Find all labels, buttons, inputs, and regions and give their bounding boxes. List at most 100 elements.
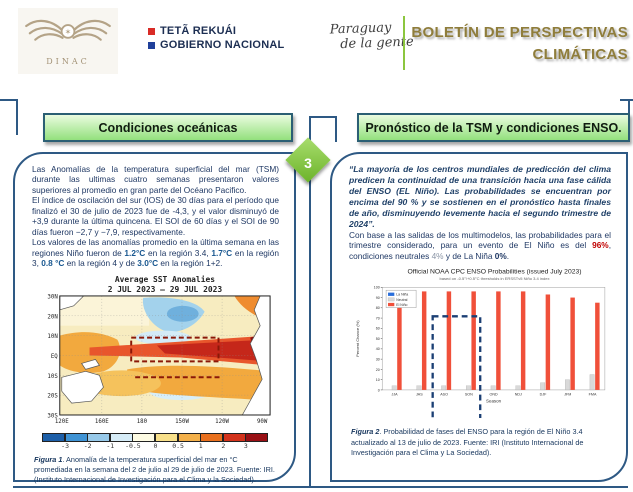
- tsm-paragraph: Las Anomalías de la temperatura superfic…: [32, 164, 279, 195]
- center-bracket-h: [309, 116, 337, 118]
- svg-text:10: 10: [376, 378, 380, 382]
- bottom-line: [13, 486, 628, 488]
- colorbar-tick: 1: [198, 441, 203, 450]
- lanina-probability: 0%: [494, 250, 507, 261]
- p3-text-d: en la región 4 y de: [64, 258, 138, 269]
- svg-text:160E: 160E: [95, 418, 109, 424]
- svg-text:80: 80: [376, 307, 380, 311]
- blue-square-icon: [148, 41, 155, 49]
- nino-regions-paragraph: Los valores de las anomalías promedio en…: [32, 237, 279, 268]
- colorbar-segment: [42, 432, 66, 442]
- corner-bracket-left: [0, 99, 18, 101]
- svg-text:0: 0: [378, 389, 380, 393]
- svg-text:EQ: EQ: [51, 353, 58, 359]
- nino-region-dashed-box: [130, 336, 220, 362]
- page-title-line2: CLIMÁTICAS: [532, 45, 628, 63]
- p2-text-c: y de La Niña: [443, 250, 495, 261]
- colorbar-segment: [200, 432, 224, 442]
- corner-bracket-left-v: [16, 99, 18, 135]
- anomaly-value-nino34: 1.2°C: [124, 247, 146, 258]
- svg-text:180: 180: [137, 418, 148, 424]
- colorbar-segment: [64, 432, 88, 442]
- svg-text:ASO: ASO: [440, 393, 448, 397]
- svg-text:30N: 30N: [47, 294, 58, 300]
- paraguay-script-logo: Paraguay de la gente: [329, 20, 414, 54]
- p2-text-a: Con base a las salidas de los multimodel…: [349, 230, 611, 251]
- page-title: BOLETÍN DE PERSPECTIVAS CLIMÁTICAS: [410, 22, 628, 66]
- step-badge-number: 3: [304, 155, 312, 171]
- colorbar-segment: [109, 432, 133, 442]
- colorbar-tick: 0.5: [172, 441, 184, 450]
- svg-text:OND: OND: [489, 393, 497, 397]
- svg-text:10S: 10S: [47, 373, 58, 379]
- map-title: Average SST Anomalies: [115, 274, 215, 284]
- figure1-text: . Anomalía de la temperatura superficial…: [34, 454, 275, 484]
- svg-text:DJF: DJF: [540, 393, 547, 397]
- left-panel-header: Condiciones oceánicas: [43, 113, 293, 142]
- colorbar-tick: 2: [221, 441, 226, 450]
- figure2-text: . Probabilidad de fases del ENSO para la…: [351, 427, 584, 457]
- colorbar-segment: [245, 432, 269, 442]
- dinac-label: DINAC: [46, 57, 90, 66]
- dinac-logo: ✶ DINAC: [18, 8, 118, 74]
- colorbar-tick: -3: [61, 441, 70, 450]
- svg-text:40: 40: [376, 348, 380, 352]
- ios-paragraph: El índice de oscilación del sur (IOS) de…: [32, 195, 279, 237]
- svg-text:60: 60: [376, 327, 380, 331]
- colorbar-tick: -2: [83, 441, 92, 450]
- neutral-probability: 4%: [431, 250, 444, 261]
- colorbar-segment: [87, 432, 111, 442]
- enso-forecast-panel: “La mayoría de los centros mundiales de …: [330, 152, 628, 482]
- svg-text:20N: 20N: [47, 314, 58, 320]
- p3-text-a: Los valores de las anomalías promedio en…: [32, 237, 279, 258]
- svg-text:NDJ: NDJ: [515, 393, 522, 397]
- chart-subtitle: based on -0.5°/+0.5°C thresholds in ERSS…: [440, 276, 550, 281]
- figure1-label: Figura 1: [34, 454, 63, 464]
- pacific-map-graphic: [59, 294, 271, 416]
- svg-text:150W: 150W: [175, 418, 189, 424]
- svg-text:El Niño: El Niño: [396, 303, 407, 307]
- center-bracket-v2: [335, 116, 337, 142]
- red-square-icon: [148, 27, 155, 35]
- p3-text-b: en la región 3.4,: [145, 247, 212, 258]
- colorbar-segment: [222, 432, 246, 442]
- p2-text-b: , condiciones neutrales: [349, 240, 611, 261]
- colorbar-tick: 0: [153, 441, 158, 450]
- anomaly-value-nino4: 0.8 °C: [41, 258, 65, 269]
- svg-text:90W: 90W: [257, 418, 268, 424]
- colorbar-tick: -0.5: [125, 441, 141, 450]
- svg-text:JAS: JAS: [416, 393, 423, 397]
- svg-text:✶: ✶: [65, 28, 72, 37]
- svg-text:Neutral: Neutral: [396, 298, 407, 302]
- svg-text:20: 20: [376, 368, 380, 372]
- svg-text:JFM: JFM: [564, 393, 571, 397]
- colorbar-segment: [132, 432, 156, 442]
- figure1-caption: Figura 1. Anomalía de la temperatura sup…: [32, 455, 279, 486]
- anomaly-value-nino3: 1.7°C: [211, 247, 233, 258]
- anomaly-value-nino12: 3.0°C: [137, 258, 159, 269]
- colorbar-labels: -3 -2 -1 -0.5 0 0.5 1 2 3: [43, 442, 269, 451]
- chart-title: Official NOAA CPC ENSO Probabilities (is…: [408, 269, 582, 276]
- chart-plot-area: 0 10 20 30 40 50 60 70 80 90 100 JJA JAS ASO SON OND NDJ…: [355, 286, 606, 442]
- government-logo: TETÃ REKUÁI GOBIERNO NACIONAL: [148, 25, 284, 53]
- gov-line2: GOBIERNO NACIONAL: [160, 39, 285, 51]
- figure2-caption: Figura 2. Probabilidad de fases del ENSO…: [349, 427, 611, 458]
- gov-line1: TETÃ REKUÁI: [160, 25, 237, 37]
- colorbar-tick: -1: [106, 441, 115, 450]
- colorbar-segment: [177, 432, 201, 442]
- svg-text:JJA: JJA: [392, 393, 399, 397]
- svg-text:Percent Chance (%): Percent Chance (%): [355, 320, 360, 357]
- svg-text:Season: Season: [486, 399, 502, 404]
- svg-text:50: 50: [376, 337, 380, 341]
- svg-text:10N: 10N: [47, 334, 58, 340]
- header-divider: [403, 16, 405, 70]
- p3-text-c: en la región 3,: [32, 247, 279, 269]
- svg-text:100: 100: [374, 286, 380, 290]
- dinac-wings-icon: ✶: [25, 19, 111, 41]
- map-colorbar: -3 -2 -1 -0.5 0 0.5 1 2 3: [42, 432, 269, 451]
- corner-bracket-right: [620, 99, 633, 101]
- colorbar-segment: [154, 432, 179, 442]
- svg-text:120E: 120E: [55, 418, 69, 424]
- svg-text:20S: 20S: [47, 393, 58, 399]
